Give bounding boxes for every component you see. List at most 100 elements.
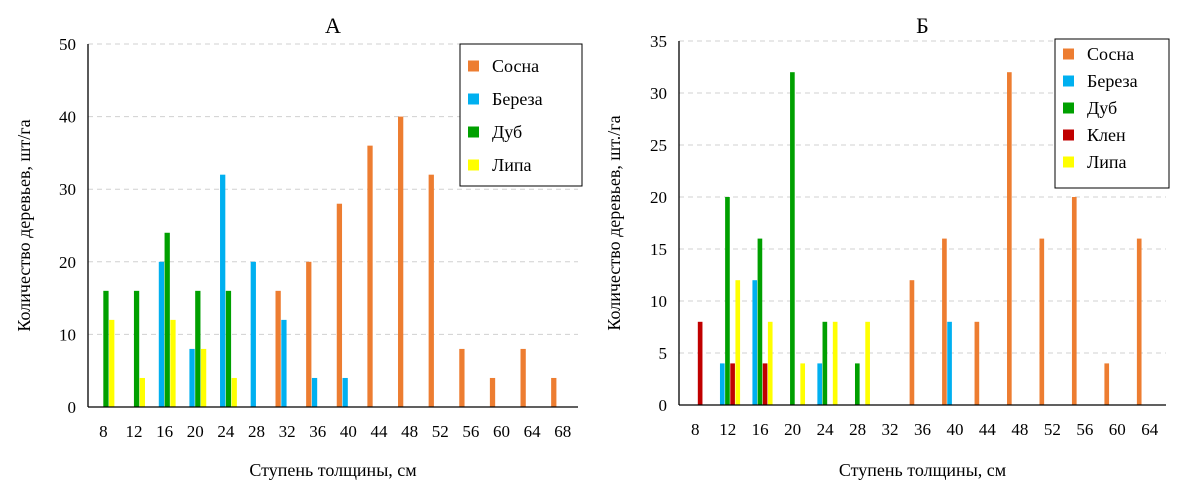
legend-label: Сосна — [1087, 44, 1134, 64]
bar-Береза-28 — [250, 261, 256, 407]
legend-label: Липа — [492, 155, 531, 175]
bar-Клен-12 — [730, 363, 735, 405]
bar-Липа-20 — [200, 348, 207, 407]
y-tick-label: 10 — [650, 292, 667, 311]
y-tick-label: 20 — [59, 253, 76, 272]
legend-swatch-Сосна — [468, 60, 479, 72]
bar-Сосна-60 — [1104, 363, 1110, 405]
x-tick-label: 64 — [1141, 420, 1159, 439]
chart-title: Б — [916, 13, 929, 38]
bar-Сосна-56 — [459, 348, 465, 407]
legend-label: Липа — [1087, 152, 1126, 172]
bar-Дуб-16 — [164, 232, 170, 407]
bar-Береза-32 — [281, 319, 287, 407]
legend-label: Клен — [1087, 125, 1126, 145]
x-tick-label: 36 — [914, 420, 931, 439]
bar-Сосна-44 — [367, 145, 373, 407]
x-tick-label: 56 — [1076, 420, 1093, 439]
bar-Дуб-12 — [725, 197, 730, 405]
legend-label: Дуб — [492, 122, 522, 142]
bar-Береза-40 — [342, 377, 348, 407]
x-tick-label: 60 — [493, 422, 510, 441]
legend-label: Береза — [1087, 71, 1138, 91]
bar-Сосна-36 — [909, 280, 915, 405]
x-tick-label: 48 — [1011, 420, 1028, 439]
bar-Сосна-48 — [1007, 72, 1012, 405]
bar-Липа-8 — [109, 319, 115, 407]
x-tick-label: 52 — [1044, 420, 1061, 439]
bar-Дуб-24 — [225, 290, 232, 407]
bar-Липа-24 — [832, 321, 838, 405]
x-tick-label: 28 — [248, 422, 265, 441]
x-tick-label: 44 — [979, 420, 997, 439]
x-tick-label: 24 — [217, 422, 235, 441]
bar-Дуб-16 — [757, 238, 763, 405]
bar-Дуб-20 — [195, 290, 201, 407]
legend-swatch-Дуб — [468, 126, 479, 138]
x-tick-label: 20 — [187, 422, 204, 441]
bar-Сосна-68 — [551, 377, 557, 407]
bar-Береза-16 — [158, 261, 165, 407]
chart-b: 0 5 10 15 20 25 30 35 8 12 16 20 24 28 32 36 40 44 48 52 56 6… — [604, 13, 1170, 480]
y-tick-label: 25 — [650, 136, 667, 155]
bar-Сосна-36 — [306, 261, 312, 407]
bar-Береза-24 — [817, 363, 823, 405]
x-tick-label: 44 — [370, 422, 388, 441]
bar-Липа-16 — [170, 319, 176, 407]
bar-Дуб-20 — [790, 72, 795, 405]
x-tick-label: 36 — [309, 422, 326, 441]
bar-Сосна-52 — [1039, 238, 1045, 405]
bar-Дуб-28 — [854, 363, 860, 405]
x-tick-label: 48 — [401, 422, 418, 441]
legend-label: Сосна — [492, 56, 539, 76]
x-tick-label: 56 — [462, 422, 479, 441]
bar-Сосна-64 — [520, 348, 526, 407]
bar-Липа-28 — [865, 321, 870, 405]
legend-swatch-Липа — [1063, 156, 1074, 168]
x-tick-label: 32 — [882, 420, 899, 439]
chart-a: 0 10 20 30 40 50 8 12 16 20 24 28 32 36 40 44 48 52 56 60 64… — [14, 13, 583, 480]
x-tick-label: 32 — [279, 422, 296, 441]
x-tick-label: 52 — [432, 422, 449, 441]
x-tick-label: 16 — [156, 422, 173, 441]
legend-swatch-Липа — [468, 159, 479, 171]
bar-Дуб-24 — [822, 321, 828, 405]
y-tick-label: 5 — [659, 344, 668, 363]
bar-Липа-16 — [767, 321, 773, 405]
x-tick-label: 40 — [946, 420, 963, 439]
x-tick-label: 24 — [817, 420, 835, 439]
y-tick-label: 20 — [650, 188, 667, 207]
y-axis-label: Количество деревьев, шт./га — [604, 115, 624, 330]
bar-Сосна-48 — [398, 116, 404, 407]
x-tick-label: 60 — [1109, 420, 1126, 439]
x-tick-label: 68 — [554, 422, 571, 441]
chart-title: А — [325, 13, 341, 38]
y-tick-label: 40 — [59, 108, 76, 127]
y-tick-label: 50 — [59, 35, 76, 54]
bar-Береза-16 — [752, 280, 758, 405]
legend-label: Береза — [492, 89, 543, 109]
y-tick-label: 30 — [59, 180, 76, 199]
x-tick-label: 8 — [691, 420, 700, 439]
x-tick-label: 64 — [524, 422, 542, 441]
y-tick-label: 35 — [650, 32, 667, 51]
x-tick-label: 28 — [849, 420, 866, 439]
legend-box — [459, 43, 583, 187]
y-tick-label: 30 — [650, 84, 667, 103]
bar-Клен-8 — [697, 321, 703, 405]
y-tick-label: 15 — [650, 240, 667, 259]
y-tick-label: 10 — [59, 325, 76, 344]
x-tick-label: 20 — [784, 420, 801, 439]
bar-Сосна-60 — [489, 377, 496, 407]
bar-Липа-12 — [735, 280, 741, 405]
x-axis-label: Ступень толщины, см — [839, 460, 1006, 480]
bar-Сосна-40 — [336, 203, 343, 407]
y-tick-label: 0 — [68, 398, 77, 417]
legend-label: Дуб — [1087, 98, 1117, 118]
legend-swatch-Сосна — [1063, 48, 1074, 60]
bar-Береза-36 — [311, 377, 318, 407]
bar-Береза-20 — [189, 348, 195, 407]
x-tick-label: 12 — [719, 420, 736, 439]
bar-Липа-20 — [800, 363, 806, 405]
legend-swatch-Береза — [1063, 75, 1074, 87]
